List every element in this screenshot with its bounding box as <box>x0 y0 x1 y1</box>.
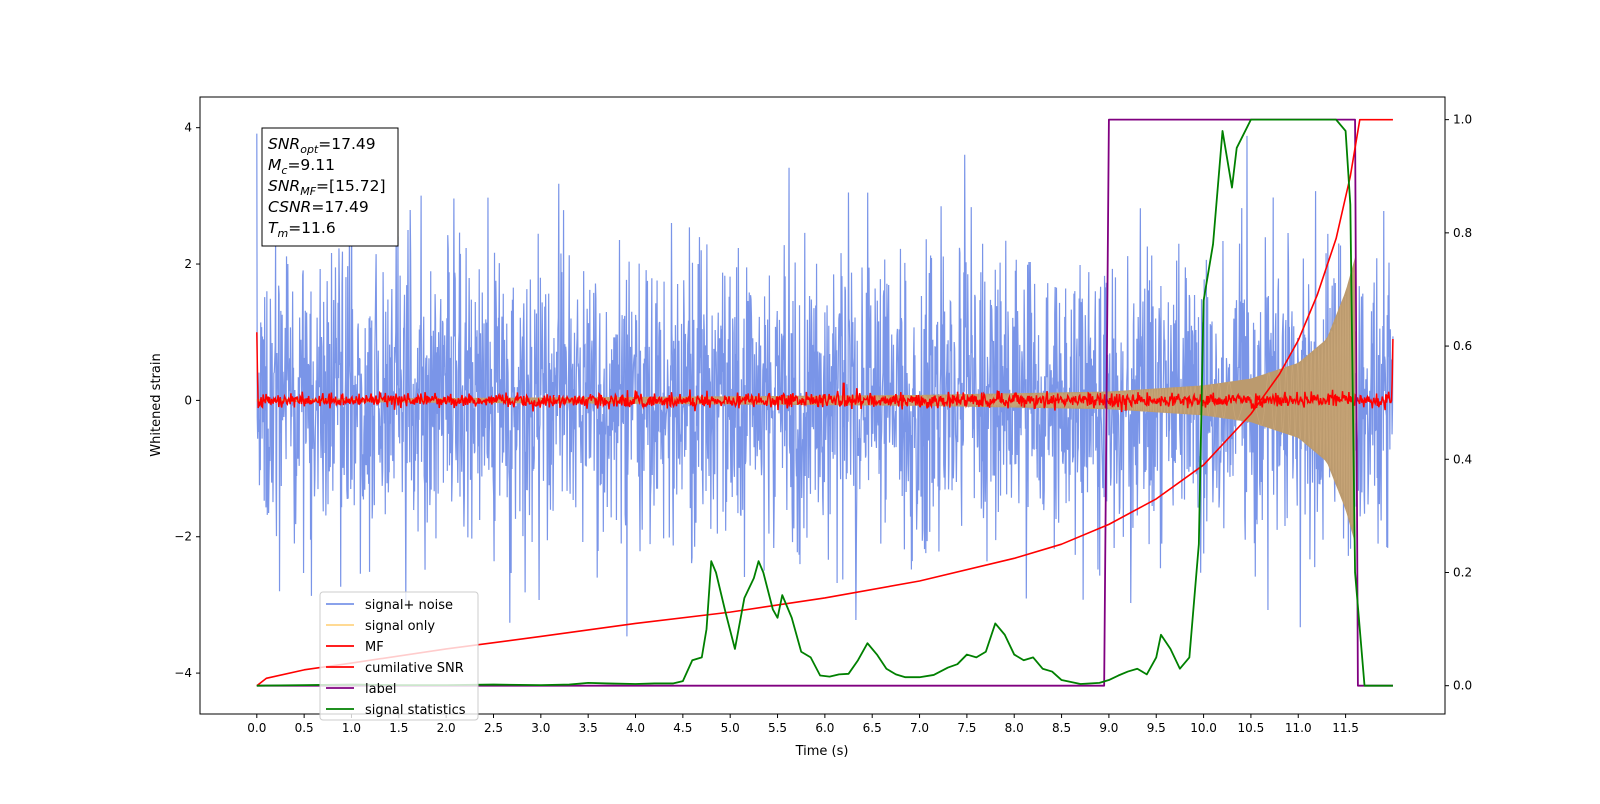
x-tick-label: 7.5 <box>957 721 976 735</box>
y-axis-right: 0.0 0.2 0.4 0.6 0.8 1.0 <box>1445 113 1472 693</box>
x-tick-label: 8.5 <box>1052 721 1071 735</box>
legend-entry: label <box>365 682 396 697</box>
y2-tick-label: 1.0 <box>1453 113 1472 127</box>
x-tick-label: 4.5 <box>673 721 692 735</box>
x-tick-label: 8.0 <box>1005 721 1024 735</box>
x-axis: 0.0 0.5 1.0 1.5 2.0 2.5 3.0 3.5 4.0 4.5 5.0 5.5 6.0 6… <box>247 714 1359 735</box>
x-tick-label: 5.5 <box>768 721 787 735</box>
legend-entry: cumilative SNR <box>365 661 464 676</box>
legend-frame <box>319 591 479 721</box>
info-box-frame <box>261 127 399 247</box>
x-tick-label: 4.0 <box>626 721 645 735</box>
info-box-line: CSNR=17.49 <box>268 198 369 216</box>
x-tick-label: 2.0 <box>437 721 456 735</box>
x-axis-label: Time (s) <box>795 744 849 759</box>
x-tick-label: 3.5 <box>579 721 598 735</box>
y-tick-label: −2 <box>174 530 192 544</box>
x-tick-label: 9.5 <box>1147 721 1166 735</box>
x-tick-label: 9.0 <box>1099 721 1118 735</box>
y2-tick-label: 0.2 <box>1453 565 1472 579</box>
x-tick-label: 11.0 <box>1285 721 1312 735</box>
y-tick-label: 2 <box>184 257 192 271</box>
plot-area <box>256 118 1394 687</box>
y2-tick-label: 0.4 <box>1453 452 1472 466</box>
x-tick-label: 1.0 <box>342 721 361 735</box>
y-axis-left: −4 −2 0 2 4 <box>174 121 200 680</box>
legend-entry: MF <box>365 640 384 655</box>
series-mf-line <box>256 332 1394 413</box>
legend-entry: signal only <box>365 619 435 634</box>
x-tick-label: 1.5 <box>389 721 408 735</box>
x-tick-label: 0.5 <box>295 721 314 735</box>
info-box-line: Mc=9.11 <box>268 156 335 177</box>
x-tick-label: 10.5 <box>1238 721 1265 735</box>
y2-tick-label: 0.6 <box>1453 339 1472 353</box>
y2-tick-label: 0.0 <box>1453 679 1472 693</box>
x-tick-label: 11.5 <box>1332 721 1359 735</box>
axes-frame <box>199 96 1446 715</box>
x-tick-label: 3.0 <box>531 721 550 735</box>
x-tick-label: 0.0 <box>247 721 266 735</box>
x-tick-label: 7.0 <box>910 721 929 735</box>
y-tick-label: 0 <box>184 393 192 407</box>
info-box-line: SNRMF=[15.72] <box>268 177 386 198</box>
y-axis-label: Whitened strain <box>149 353 164 456</box>
y-tick-label: −4 <box>174 666 192 680</box>
legend-entry: signal statistics <box>365 703 466 718</box>
series-signal-statistics-line <box>256 118 1393 687</box>
x-tick-label: 6.0 <box>815 721 834 735</box>
y2-tick-label: 0.8 <box>1453 226 1472 240</box>
legend-entry: signal+ noise <box>365 598 453 613</box>
info-box-line: SNRopt=17.49 <box>268 135 376 156</box>
x-tick-label: 5.0 <box>721 721 740 735</box>
y-tick-label: 4 <box>184 121 192 135</box>
info-box: SNRopt=17.49Mc=9.11SNRMF=[15.72]CSNR=17.… <box>261 127 399 247</box>
x-tick-label: 2.5 <box>484 721 503 735</box>
x-tick-label: 6.5 <box>863 721 882 735</box>
x-tick-label: 10.0 <box>1190 721 1217 735</box>
legend: signal+ noise signal only MF cumilative SNR… <box>319 591 479 721</box>
info-box-line: Tm=11.6 <box>268 219 336 240</box>
